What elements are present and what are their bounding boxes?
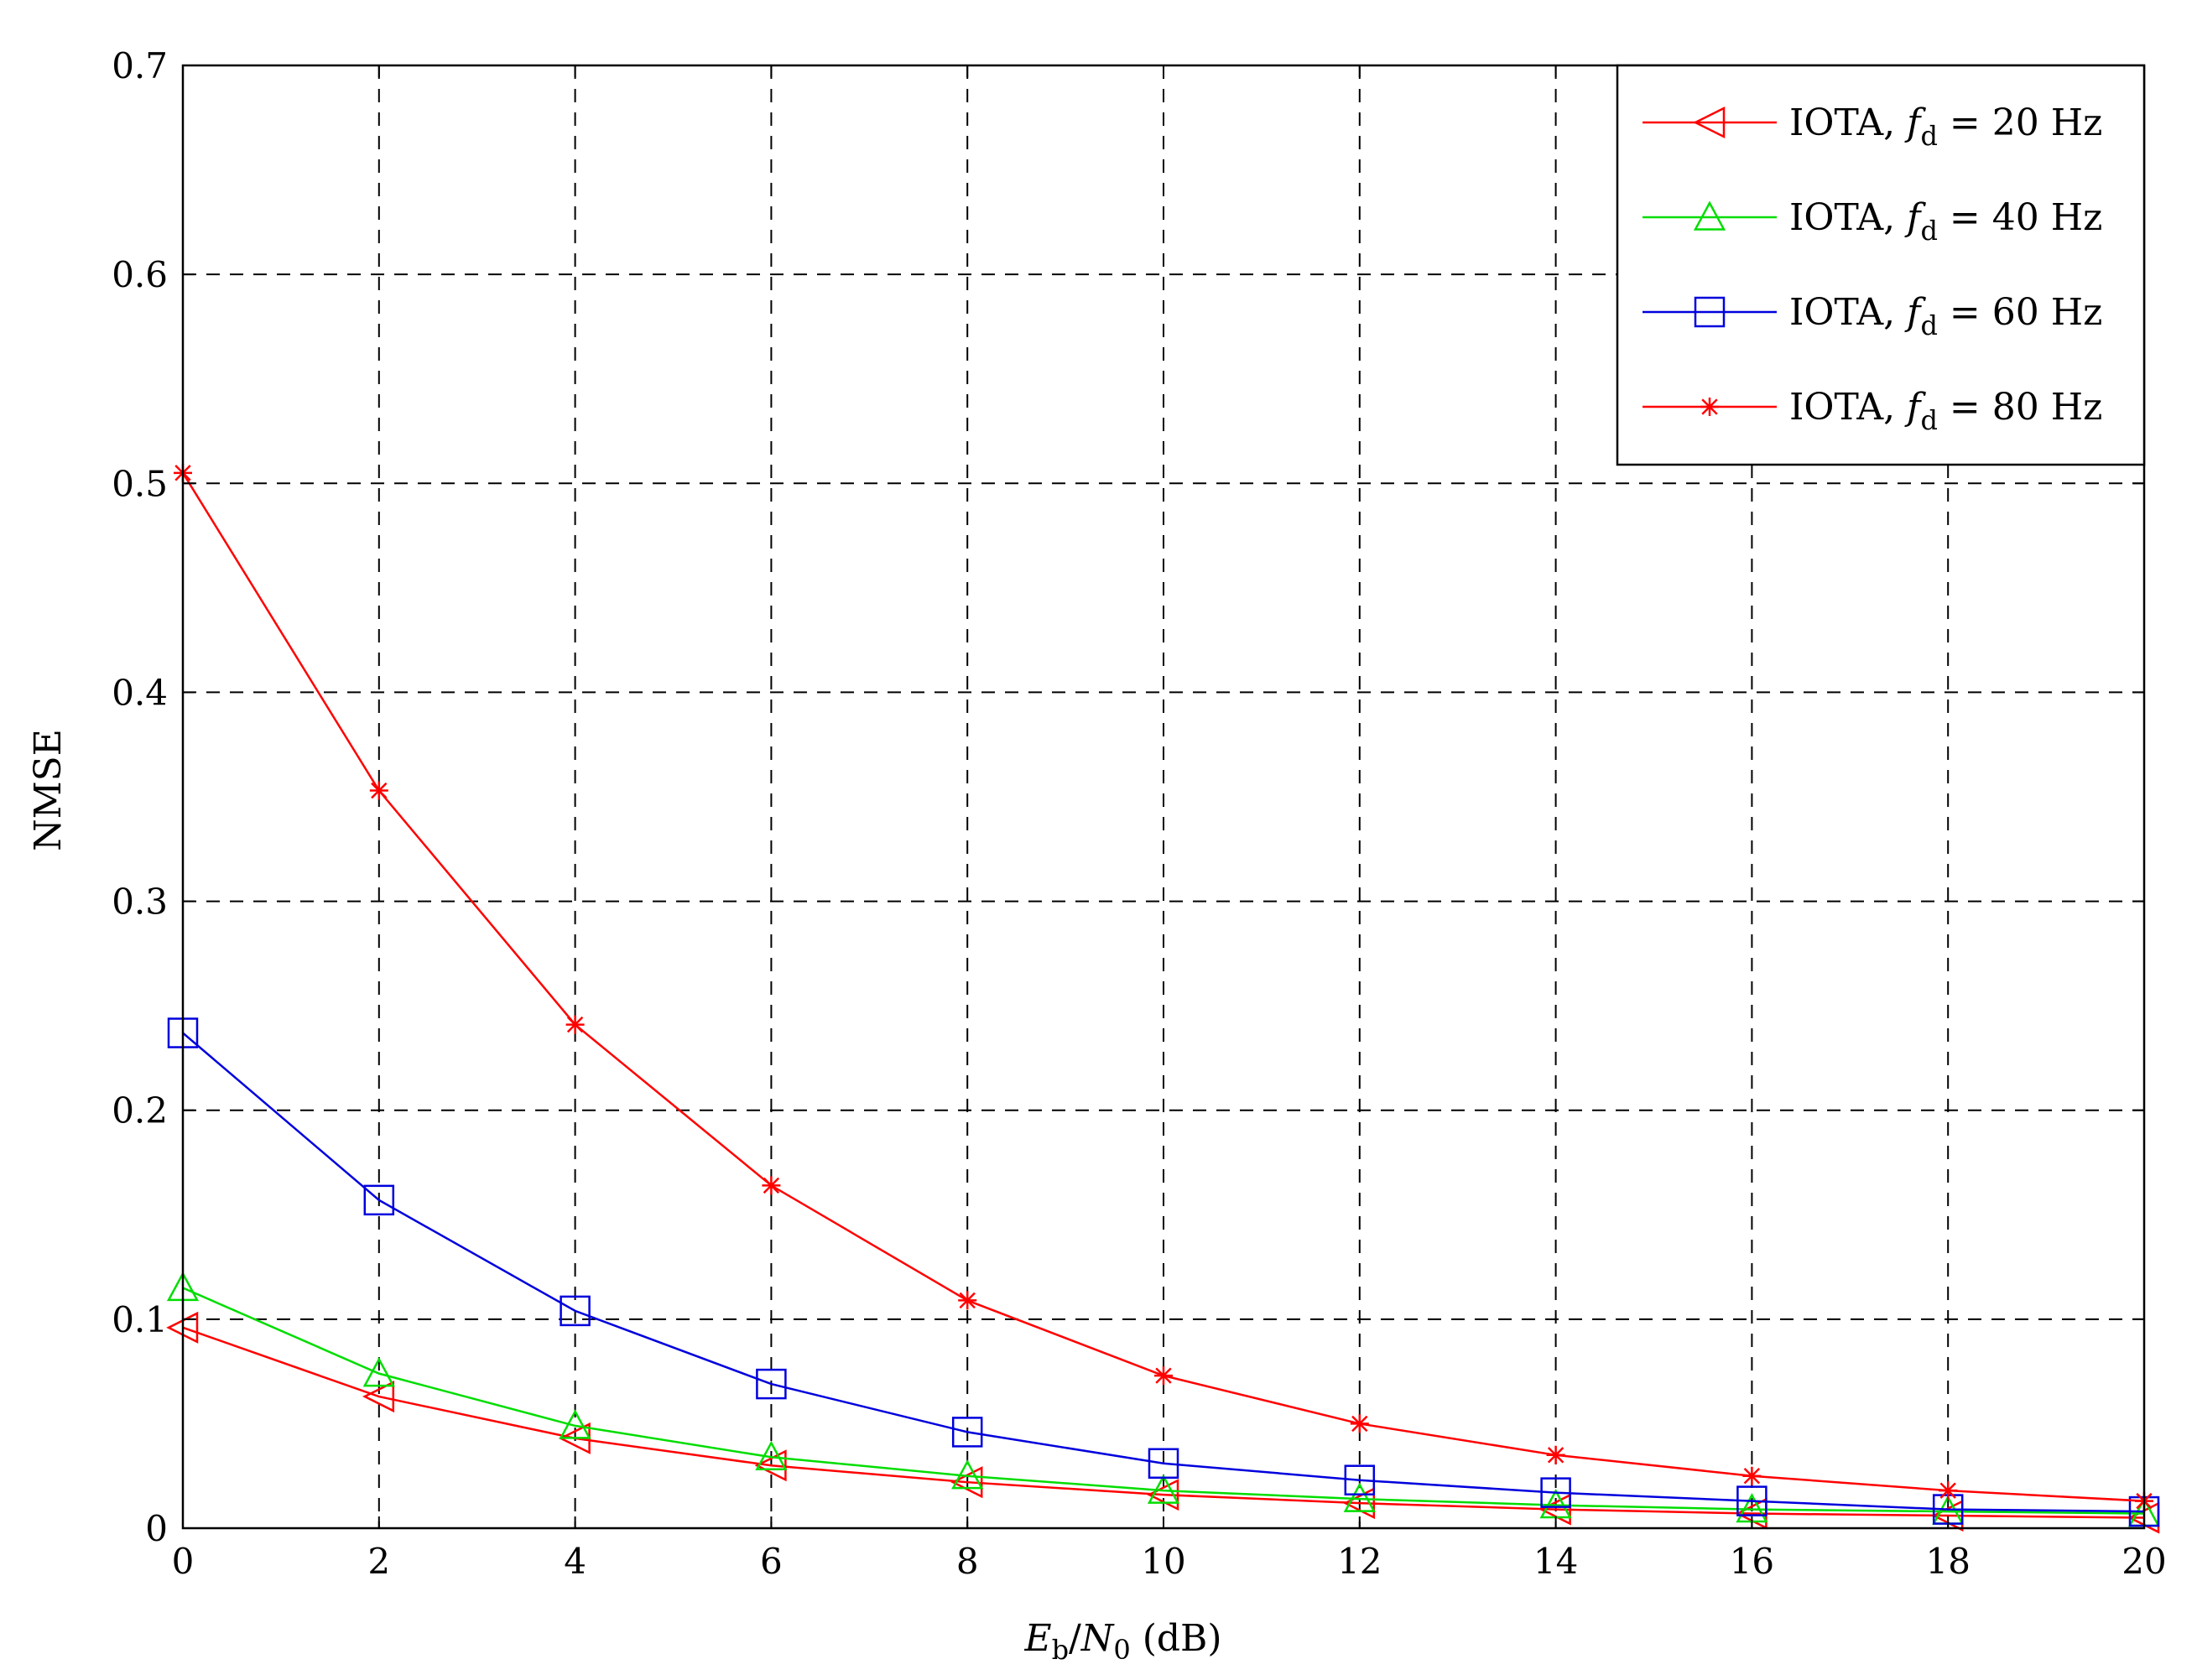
data-point-s2-2: [560, 1295, 591, 1327]
series-line-1: [182, 1287, 2145, 1515]
legend-label-3: IOTA, fd = 80 Hz: [1789, 386, 2102, 436]
legend-marker-1: [1693, 200, 1726, 231]
y-tick-label: 0.3: [112, 882, 168, 923]
y-tick-label: 0.7: [112, 45, 168, 86]
data-point-s3-1: [369, 781, 388, 800]
data-point-s2-6: [1344, 1464, 1376, 1495]
data-point-s1-5: [1147, 1474, 1180, 1504]
x-axis-label-sub2: 0: [1113, 1634, 1130, 1666]
data-point-s2-1: [363, 1184, 395, 1216]
legend-label-1: IOTA, fd = 40 Hz: [1789, 196, 2102, 247]
data-point-s1-4: [951, 1459, 984, 1490]
legend-item-2: IOTA, fd = 60 Hz: [1643, 291, 2102, 341]
x-tick-label: 12: [1337, 1541, 1382, 1582]
series-line-2: [182, 1032, 2145, 1513]
data-point-s3-2: [565, 1015, 585, 1034]
data-point-s2-7: [1540, 1477, 1571, 1508]
y-tick-label: 0.1: [112, 1299, 168, 1340]
x-tick-label: 18: [1925, 1541, 1970, 1582]
legend-marker-3: [1700, 398, 1719, 416]
data-point-s2-4: [951, 1417, 983, 1448]
y-tick-label: 0.4: [112, 672, 168, 713]
legend-label-2: IOTA, fd = 60 Hz: [1789, 291, 2102, 341]
x-tick-label: 4: [564, 1541, 586, 1582]
x-tick-label: 20: [2122, 1541, 2166, 1582]
x-tick-label: 2: [367, 1541, 390, 1582]
data-point-s3-4: [958, 1291, 977, 1310]
y-tick-label: 0.6: [112, 254, 168, 295]
data-point-s3-8: [1742, 1466, 1762, 1485]
x-tick-label: 0: [172, 1541, 195, 1582]
data-point-s0-3: [754, 1449, 787, 1482]
data-point-s3-6: [1350, 1414, 1369, 1433]
data-point-s1-3: [755, 1440, 788, 1470]
data-point-s3-5: [1154, 1366, 1173, 1386]
axis-ticks: 0 2 4 6 8 10 12 14 16 18 20 0 0.1 0.2 0.3 0.4 0.5 0.6 0.7: [112, 45, 2167, 1582]
x-tick-label: 6: [760, 1541, 783, 1582]
x-axis-label-sep: /: [1069, 1617, 1081, 1660]
legend-marker-2: [1694, 296, 1726, 328]
y-tick-label: 0.5: [112, 463, 168, 504]
y-tick-label: 0: [145, 1508, 168, 1549]
x-tick-label: 8: [956, 1541, 979, 1582]
x-axis-label-var2: N: [1080, 1617, 1115, 1660]
legend-item-0: IOTA, fd = 20 Hz: [1643, 101, 2102, 152]
x-axis-label-sub1: b: [1052, 1634, 1069, 1666]
legend-item-1: IOTA, fd = 40 Hz: [1643, 196, 2102, 247]
x-axis-label-var1: E: [1023, 1617, 1051, 1660]
legend: IOTA, fd = 20 Hz IOTA, fd = 40 Hz IOTA, fd…: [1616, 64, 2146, 466]
x-tick-label: 10: [1141, 1541, 1185, 1582]
data-point-s1-2: [559, 1409, 591, 1439]
data-point-s3-3: [762, 1176, 781, 1195]
data-point-s1-6: [1343, 1482, 1376, 1512]
x-tick-label: 14: [1533, 1541, 1578, 1582]
y-axis-label: NMSE: [27, 729, 70, 851]
data-point-s2-3: [756, 1368, 787, 1400]
x-axis-label: Eb/N0 (dB): [1023, 1617, 1221, 1666]
y-tick-label: 0.2: [112, 1090, 168, 1131]
data-point-s2-5: [1148, 1448, 1179, 1480]
data-point-s3-9: [1939, 1481, 1958, 1501]
legend-item-3: IOTA, fd = 80 Hz: [1643, 386, 2102, 436]
x-tick-label: 16: [1730, 1541, 1774, 1582]
legend-marker-0: [1693, 106, 1726, 139]
data-point-s1-1: [362, 1357, 395, 1387]
legend-label-0: IOTA, fd = 20 Hz: [1789, 101, 2102, 152]
series-line-0: [182, 1326, 2145, 1519]
data-point-s0-1: [362, 1381, 395, 1413]
data-point-s2-8: [1736, 1485, 1767, 1516]
legend-box: [1616, 64, 2146, 466]
x-axis-label-unit: (dB): [1131, 1617, 1222, 1660]
series-layer: [166, 463, 2161, 1534]
data-point-s3-7: [1546, 1445, 1565, 1464]
